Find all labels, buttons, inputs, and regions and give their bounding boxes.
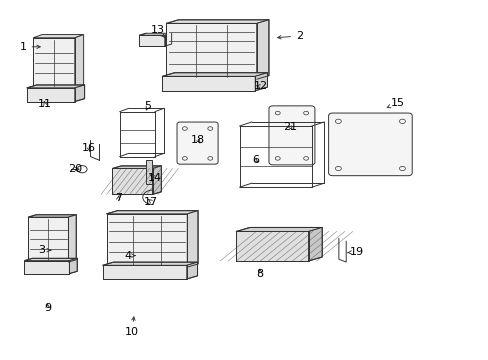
Text: 19: 19 xyxy=(346,247,364,257)
Polygon shape xyxy=(69,258,77,274)
Polygon shape xyxy=(256,20,268,79)
Polygon shape xyxy=(186,262,197,279)
Polygon shape xyxy=(68,215,76,262)
Polygon shape xyxy=(308,228,322,261)
Polygon shape xyxy=(187,211,198,267)
Text: 13: 13 xyxy=(150,24,164,37)
Polygon shape xyxy=(166,20,268,23)
Polygon shape xyxy=(164,33,171,46)
Polygon shape xyxy=(162,76,255,91)
Text: 16: 16 xyxy=(82,143,96,153)
Polygon shape xyxy=(139,33,171,35)
Polygon shape xyxy=(28,217,68,262)
FancyBboxPatch shape xyxy=(177,122,218,164)
Polygon shape xyxy=(106,214,187,267)
Polygon shape xyxy=(33,35,83,38)
Text: 5: 5 xyxy=(144,101,151,111)
Polygon shape xyxy=(166,23,256,79)
Polygon shape xyxy=(102,265,186,279)
Text: 7: 7 xyxy=(115,193,122,203)
Polygon shape xyxy=(236,231,308,261)
Polygon shape xyxy=(112,168,152,194)
Polygon shape xyxy=(152,166,161,194)
Text: 9: 9 xyxy=(44,303,51,313)
Text: 2: 2 xyxy=(277,31,303,41)
Text: 12: 12 xyxy=(253,81,267,91)
Text: 10: 10 xyxy=(124,317,139,337)
Text: 15: 15 xyxy=(386,98,405,108)
Polygon shape xyxy=(27,88,75,102)
Text: 4: 4 xyxy=(124,251,135,261)
Polygon shape xyxy=(146,160,152,184)
Text: 1: 1 xyxy=(20,42,40,52)
Text: 3: 3 xyxy=(38,245,51,255)
Text: 18: 18 xyxy=(191,135,205,145)
Text: 20: 20 xyxy=(68,164,82,174)
FancyBboxPatch shape xyxy=(328,113,411,176)
Polygon shape xyxy=(162,73,267,76)
Polygon shape xyxy=(24,261,69,274)
Polygon shape xyxy=(255,73,267,91)
Polygon shape xyxy=(33,38,75,88)
Text: 6: 6 xyxy=(252,155,259,165)
Text: 8: 8 xyxy=(256,269,264,279)
Polygon shape xyxy=(236,228,322,231)
Text: 14: 14 xyxy=(147,173,162,183)
Polygon shape xyxy=(24,258,77,261)
Text: 17: 17 xyxy=(144,197,158,207)
FancyBboxPatch shape xyxy=(268,106,314,165)
Polygon shape xyxy=(75,35,83,88)
Text: 21: 21 xyxy=(283,122,297,132)
Polygon shape xyxy=(75,85,84,102)
Polygon shape xyxy=(139,35,164,46)
Polygon shape xyxy=(106,211,198,214)
Polygon shape xyxy=(27,85,84,88)
Polygon shape xyxy=(28,215,76,217)
Polygon shape xyxy=(112,166,161,168)
Text: 11: 11 xyxy=(38,99,52,109)
Polygon shape xyxy=(102,262,197,265)
